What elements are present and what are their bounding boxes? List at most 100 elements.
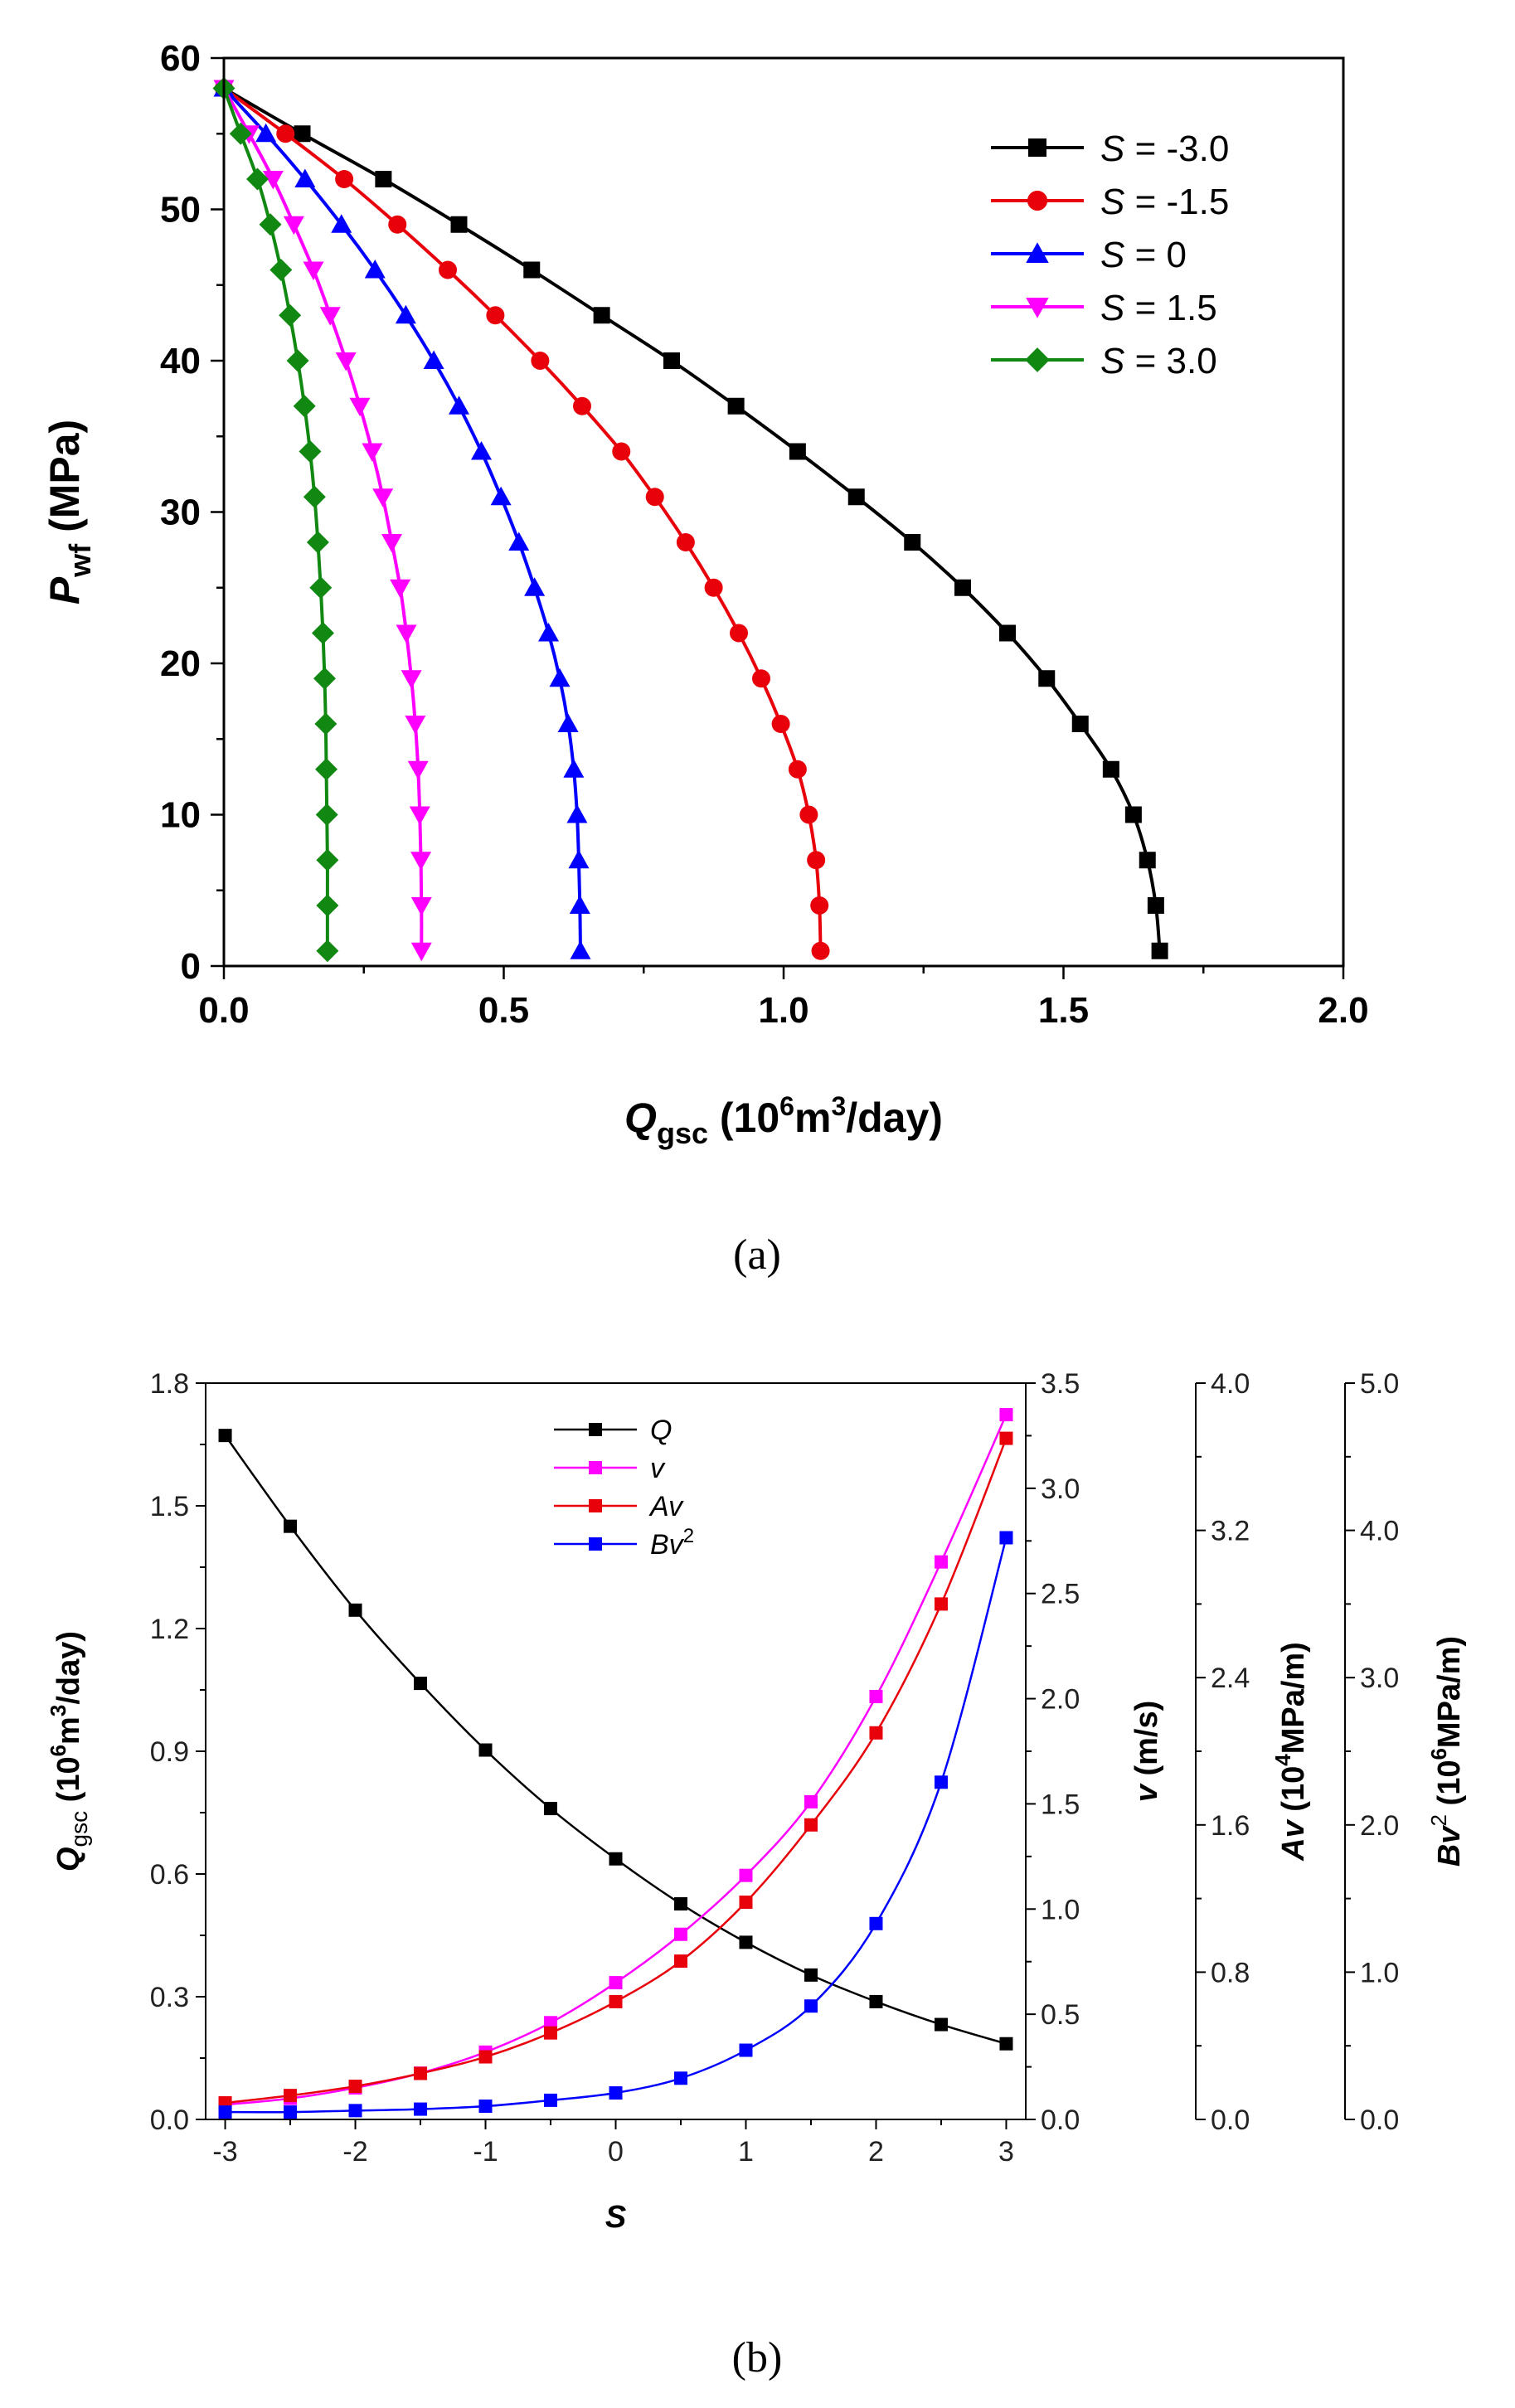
data-point bbox=[612, 442, 631, 461]
data-point bbox=[999, 2037, 1013, 2051]
y-tick-label: 2.4 bbox=[1211, 1663, 1250, 1694]
data-point bbox=[904, 534, 921, 551]
data-point bbox=[789, 443, 806, 460]
data-point bbox=[934, 1555, 948, 1569]
data-point bbox=[407, 760, 429, 780]
legend-item: S = 3.0 bbox=[991, 341, 1217, 381]
y-tick-label: 40 bbox=[160, 341, 201, 381]
data-point bbox=[999, 1408, 1013, 1422]
y-tick-label: 0.0 bbox=[150, 2105, 189, 2136]
data-point bbox=[811, 941, 830, 960]
data-point bbox=[294, 168, 316, 187]
panel-a-y-axis-label: Pwf (MPa) bbox=[41, 420, 97, 604]
data-point bbox=[563, 759, 585, 778]
data-point bbox=[396, 624, 417, 643]
data-point bbox=[348, 2104, 362, 2118]
data-point bbox=[276, 124, 295, 143]
data-point bbox=[739, 1896, 753, 1910]
y-tick-label: 3.0 bbox=[1041, 1473, 1080, 1505]
data-point bbox=[544, 2093, 558, 2107]
data-point bbox=[390, 579, 411, 599]
series-line bbox=[225, 1537, 1008, 2114]
y-tick-label: 30 bbox=[160, 493, 201, 533]
x-tick-label: 1.5 bbox=[1038, 990, 1089, 1031]
data-point bbox=[730, 624, 748, 643]
data-point bbox=[372, 488, 394, 507]
y-tick-label: 4.0 bbox=[1360, 1516, 1399, 1547]
panel-b-axes: -3 -2 -1 0 1 2 3 0.0 0.3 0.6 0.9 1.2 1.5 1.8 0.0 0.5 1.0… bbox=[150, 1368, 1400, 2168]
data-point bbox=[1102, 760, 1119, 778]
x-tick-label: 1 bbox=[738, 2136, 754, 2168]
y-tick-label: 1.2 bbox=[150, 1614, 189, 1645]
data-point bbox=[335, 352, 357, 371]
y-tick-label: 1.0 bbox=[1360, 1957, 1399, 1988]
data-point bbox=[804, 1999, 818, 2013]
data-point bbox=[999, 1531, 1013, 1545]
series-line bbox=[222, 87, 329, 951]
data-point bbox=[609, 1994, 623, 2008]
legend-label: Av bbox=[648, 1491, 684, 1522]
x-tick-label: -1 bbox=[473, 2136, 498, 2168]
data-point bbox=[309, 576, 333, 600]
series-line bbox=[222, 86, 1162, 951]
data-point bbox=[316, 894, 339, 917]
data-point bbox=[401, 670, 422, 689]
legend-label: S = 1.5 bbox=[1100, 288, 1217, 328]
data-point bbox=[269, 259, 293, 281]
data-point bbox=[375, 171, 392, 187]
y-tick-label: 1.5 bbox=[150, 1491, 189, 1522]
data-point bbox=[486, 306, 505, 325]
legend-item: S = 0 bbox=[991, 235, 1187, 275]
y-tick-label: 0.9 bbox=[150, 1736, 189, 1768]
data-point bbox=[673, 1897, 687, 1911]
legend-item: S = -3.0 bbox=[991, 129, 1229, 169]
data-point bbox=[752, 669, 770, 688]
legend-label: S = 0 bbox=[1100, 235, 1187, 275]
data-point bbox=[410, 942, 432, 962]
data-point bbox=[315, 803, 338, 826]
data-point bbox=[557, 713, 579, 732]
x-tick-label: 2 bbox=[868, 2136, 884, 2168]
data-point bbox=[286, 349, 309, 372]
y-tick-label: 0.0 bbox=[1041, 2105, 1080, 2136]
panel-b-av-axis-label: Av (104MPa/m) bbox=[1270, 1642, 1311, 1862]
y-tick-label: 60 bbox=[160, 38, 201, 79]
series-5 bbox=[212, 77, 339, 963]
data-point bbox=[414, 2102, 428, 2116]
y-tick-label: 1.5 bbox=[1041, 1789, 1080, 1820]
data-point bbox=[609, 2086, 623, 2100]
data-point bbox=[663, 352, 680, 369]
data-point bbox=[704, 578, 723, 597]
series-av bbox=[218, 1431, 1013, 2110]
legend-marker bbox=[589, 1499, 602, 1512]
data-point bbox=[478, 1743, 493, 1757]
data-point bbox=[299, 440, 322, 463]
y-tick-label: 3.5 bbox=[1041, 1368, 1080, 1400]
data-point bbox=[593, 307, 610, 324]
data-point bbox=[1151, 942, 1168, 959]
legend-marker bbox=[1026, 242, 1049, 263]
data-point bbox=[1124, 806, 1142, 823]
y-tick-label: 0.6 bbox=[150, 1859, 189, 1891]
data-point bbox=[450, 216, 468, 233]
y-tick-label: 1.0 bbox=[1041, 1894, 1080, 1925]
data-point bbox=[331, 214, 352, 233]
series-line bbox=[222, 86, 823, 951]
data-point bbox=[727, 397, 745, 415]
legend-marker bbox=[589, 1537, 602, 1551]
chart-panel-b: -3 -2 -1 0 1 2 3 0.0 0.3 0.6 0.9 1.2 1.5 1.8 0.0 0.5 1.0… bbox=[46, 1368, 1467, 2235]
series-4 bbox=[213, 80, 432, 962]
legend-marker bbox=[1028, 138, 1046, 157]
data-point bbox=[259, 213, 282, 236]
data-point bbox=[364, 260, 386, 279]
panel-a-legend: S = -3.0 S = -1.5 S = 0 S = 1.5 S = 3.0 bbox=[991, 129, 1229, 381]
data-point bbox=[549, 668, 571, 687]
data-point bbox=[807, 851, 826, 870]
data-point bbox=[279, 303, 302, 327]
series-line bbox=[225, 1414, 1008, 2106]
series-2 bbox=[215, 79, 830, 960]
data-point bbox=[508, 532, 530, 551]
